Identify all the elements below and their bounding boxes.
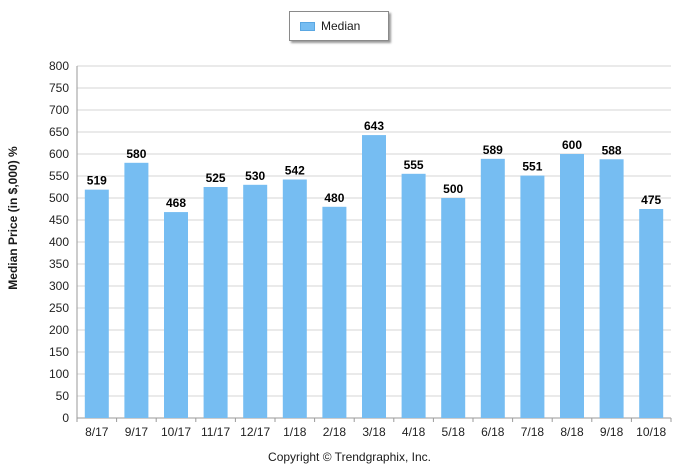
bar-11-17 [203,187,228,418]
x-tick-label: 10/18 [636,425,666,439]
y-tick-label: 300 [49,279,69,293]
chart-legend: Median [289,11,389,41]
x-tick-label: 8/17 [85,425,109,439]
data-label: 525 [206,171,226,185]
data-label: 551 [522,160,542,174]
bar-6-18 [480,158,505,418]
data-label: 500 [443,182,463,196]
legend-label-median: Median [321,19,361,33]
data-label: 588 [602,143,622,157]
data-label: 519 [87,174,107,188]
bar-5-18 [441,198,466,418]
y-tick-label: 500 [49,191,69,205]
y-axis-label: Median Price (in $,000) % [6,146,20,290]
y-tick-label: 450 [49,213,69,227]
y-tick-label: 0 [62,411,69,425]
x-tick-label: 9/17 [125,425,149,439]
copyright-text: Copyright © Trendgraphix, Inc. [268,450,431,464]
bar-7-18 [520,175,545,418]
y-tick-label: 400 [49,235,69,249]
x-tick-label: 4/18 [402,425,426,439]
x-tick-label: 2/18 [323,425,347,439]
x-tick-label: 11/17 [201,425,230,439]
data-label: 580 [126,147,146,161]
data-label: 468 [166,196,186,210]
y-tick-label: 250 [49,301,69,315]
data-label: 530 [245,169,265,183]
bar-10-17 [164,212,188,418]
y-tick-label: 600 [49,147,69,161]
x-tick-label: 9/18 [600,425,624,439]
bar-2-18 [322,206,347,418]
data-label: 600 [562,138,582,152]
y-tick-label: 200 [49,323,69,337]
y-tick-label: 750 [49,81,69,95]
x-tick-label: 3/18 [362,425,386,439]
x-tick-label: 5/18 [442,425,466,439]
data-label: 542 [285,164,305,178]
data-label: 475 [641,193,661,207]
x-tick-label: 1/18 [283,425,307,439]
legend-swatch-median [300,21,315,31]
y-tick-label: 50 [56,389,70,403]
x-tick-label: 6/18 [481,425,505,439]
y-tick-label: 150 [49,345,69,359]
y-tick-label: 550 [49,169,69,183]
bar-8-18 [560,154,584,418]
y-tick-label: 700 [49,103,69,117]
bar-12-17 [243,184,268,418]
y-tick-label: 650 [49,125,69,139]
y-tick-label: 100 [49,367,69,381]
bar-10-18 [639,209,664,418]
bar-9-18 [599,159,624,418]
bar-4-18 [401,173,426,418]
y-tick-label: 800 [49,59,69,73]
data-label: 643 [364,119,384,133]
data-label: 480 [324,191,344,205]
bar-1-18 [282,179,307,418]
bar-9-17 [124,162,149,418]
bar-3-18 [362,135,386,418]
y-tick-label: 350 [49,257,69,271]
data-label: 555 [404,158,424,172]
x-tick-label: 12/17 [240,425,270,439]
x-tick-label: 8/18 [560,425,584,439]
x-tick-label: 7/18 [521,425,545,439]
x-tick-label: 10/17 [161,425,191,439]
data-label: 589 [483,143,503,157]
bar-8-17 [84,189,109,418]
